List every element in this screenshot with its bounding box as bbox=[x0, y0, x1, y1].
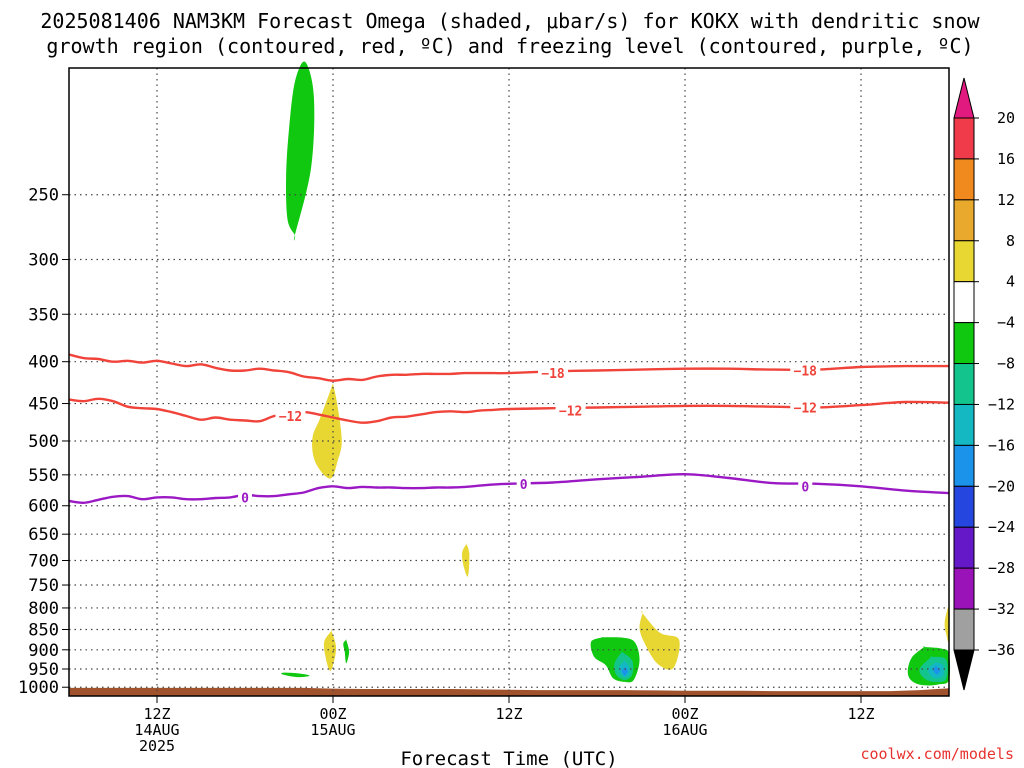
contour-label: −12 bbox=[559, 405, 582, 420]
colorbar-label: 16 bbox=[997, 150, 1015, 168]
x-tick-label: 14AUG bbox=[134, 721, 179, 739]
colorbar-bin bbox=[953, 281, 975, 324]
x-axis-label: Forecast Time (UTC) bbox=[400, 748, 617, 768]
y-tick-label: 950 bbox=[28, 660, 59, 680]
x-tick-label: 12Z bbox=[143, 705, 170, 723]
colorbar-label: −8 bbox=[997, 355, 1015, 373]
x-tick-label: 2025 bbox=[139, 737, 175, 755]
grid-lines bbox=[69, 68, 949, 696]
y-tick-label: 400 bbox=[28, 353, 59, 373]
y-tick-label: 500 bbox=[28, 432, 59, 452]
y-tick-label: 600 bbox=[28, 497, 59, 517]
y-tick-label: 650 bbox=[28, 525, 59, 545]
colorbar-bottom-arrow bbox=[953, 649, 975, 691]
colorbar: 20 16 12 8 4 −4 −8 −12 −16 −20 −24 −28 −32 −36 bbox=[953, 77, 1015, 691]
colorbar-bin bbox=[953, 403, 975, 446]
contour-label: −12 bbox=[279, 410, 302, 425]
contour-label: −12 bbox=[794, 401, 817, 416]
x-tick-label: 15AUG bbox=[310, 721, 355, 739]
omega-region bbox=[323, 629, 337, 671]
y-tick-label: 850 bbox=[28, 620, 59, 640]
omega-region bbox=[285, 61, 315, 241]
y-tick-label: 250 bbox=[28, 186, 59, 206]
x-tick-label: 00Z bbox=[671, 705, 698, 723]
contour-label-bg bbox=[275, 407, 306, 424]
colorbar-label: 20 bbox=[997, 109, 1015, 127]
omega-region bbox=[281, 672, 310, 678]
contour-line bbox=[68, 397, 950, 424]
omega-region bbox=[312, 380, 342, 479]
colorbar-bin bbox=[953, 526, 975, 569]
y-tick-label: 800 bbox=[28, 599, 59, 619]
colorbar-label: −24 bbox=[988, 518, 1015, 536]
colorbar-bin bbox=[953, 322, 975, 365]
credit-text: coolwx.com/models bbox=[860, 745, 1014, 763]
y-tick-label: 550 bbox=[28, 466, 59, 486]
y-tick-label: 900 bbox=[28, 641, 59, 661]
colorbar-label: −16 bbox=[988, 436, 1015, 454]
contour-label: 0 bbox=[520, 478, 528, 493]
colorbar-label: −28 bbox=[988, 559, 1015, 577]
colorbar-bin bbox=[953, 158, 975, 201]
contour-label: −18 bbox=[541, 367, 565, 382]
omega-region bbox=[932, 665, 941, 675]
y-tick-label: 300 bbox=[28, 250, 59, 270]
x-tick-label: 00Z bbox=[319, 705, 346, 723]
omega-shading bbox=[281, 61, 951, 686]
colorbar-bin bbox=[953, 363, 975, 405]
y-axis-ticks: 2503003504004505005506006507007508008509… bbox=[18, 186, 69, 698]
y-tick-label: 350 bbox=[28, 305, 59, 325]
omega-region bbox=[621, 666, 628, 676]
contour-label: −18 bbox=[794, 364, 818, 379]
contour-label-bg bbox=[238, 489, 252, 506]
colorbar-bin bbox=[953, 485, 975, 528]
colorbar-label: 8 bbox=[1006, 232, 1015, 250]
omega-region bbox=[944, 606, 950, 643]
contour-label-bg bbox=[555, 402, 586, 419]
colorbar-label: −36 bbox=[988, 641, 1015, 659]
y-tick-label: 450 bbox=[28, 395, 59, 415]
title-line-1: 2025081406 NAM3KM Forecast Omega (shaded… bbox=[40, 9, 980, 33]
colorbar-bin bbox=[953, 117, 975, 160]
contour-label: 0 bbox=[241, 491, 249, 506]
surface-ground bbox=[69, 687, 949, 696]
contour-label-bg bbox=[798, 478, 813, 495]
omega-region bbox=[461, 542, 470, 577]
surface-area bbox=[69, 687, 949, 696]
colorbar-top-arrow bbox=[953, 77, 975, 119]
y-tick-label: 750 bbox=[28, 576, 59, 596]
plot-area: −18 −18 −12 −12 −12 0 0 0 bbox=[68, 61, 951, 697]
colorbar-label: 12 bbox=[997, 191, 1015, 209]
colorbar-label: −20 bbox=[988, 477, 1015, 495]
colorbar-bin bbox=[953, 567, 975, 610]
colorbar-bin bbox=[953, 608, 975, 651]
x-tick-label: 16AUG bbox=[662, 721, 707, 739]
contour-label-bg bbox=[516, 475, 531, 492]
contour-line bbox=[68, 353, 950, 382]
colorbar-bin bbox=[953, 444, 975, 487]
omega-region bbox=[343, 638, 350, 664]
x-tick-label: 12Z bbox=[847, 705, 874, 723]
title-line-2: growth region (contoured, red, ºC) and f… bbox=[46, 34, 973, 58]
contour-label: 0 bbox=[801, 480, 809, 495]
colorbar-bin bbox=[953, 240, 975, 283]
contour-label-bg bbox=[790, 399, 821, 416]
colorbar-bin bbox=[953, 199, 975, 242]
colorbar-label: 4 bbox=[1006, 273, 1015, 291]
contour-label-bg bbox=[790, 362, 821, 379]
temperature-contours: −18 −18 −12 −12 −12 0 0 0 bbox=[68, 353, 950, 506]
contour-line bbox=[68, 472, 950, 505]
x-tick-label: 12Z bbox=[495, 705, 522, 723]
y-tick-label: 700 bbox=[28, 552, 59, 572]
contour-label-bg bbox=[538, 365, 568, 382]
colorbar-label: −4 bbox=[997, 314, 1015, 332]
colorbar-label: −32 bbox=[988, 600, 1015, 618]
omega-region bbox=[639, 611, 680, 670]
colorbar-label: −12 bbox=[988, 395, 1015, 413]
y-tick-label: 1000 bbox=[18, 678, 59, 698]
